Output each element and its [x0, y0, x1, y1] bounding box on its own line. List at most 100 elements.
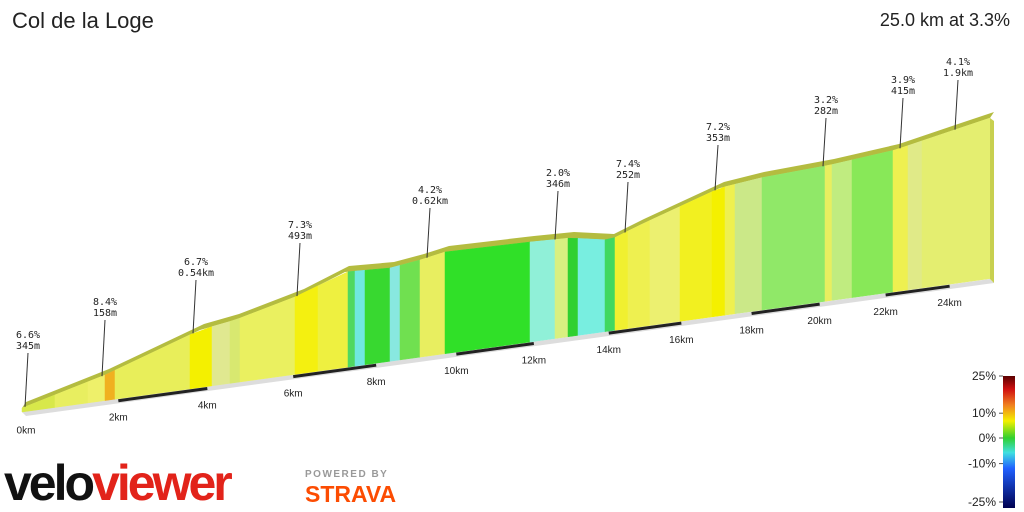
gradient-band	[892, 145, 909, 293]
powered-by: POWERED BY	[305, 469, 388, 480]
gradient-band	[761, 165, 826, 311]
gradient-band	[317, 271, 349, 372]
annotation-distance: 158m	[93, 308, 117, 319]
annotation-grade: 7.4%	[616, 159, 640, 170]
km-stripe	[751, 302, 820, 315]
gradient-band	[189, 326, 213, 390]
annotation-grade: 8.4%	[93, 297, 117, 308]
annotation-grade: 3.2%	[814, 95, 838, 106]
gradient-band	[529, 239, 556, 343]
annotation-leader	[554, 190, 559, 240]
x-tick-label: 14km	[597, 345, 621, 356]
annotation-leader	[296, 242, 301, 297]
gradient-band	[604, 237, 616, 332]
x-tick-label: 20km	[807, 316, 831, 327]
annotation-grade: 7.2%	[706, 122, 730, 133]
x-tick-label: 24km	[937, 298, 961, 309]
x-tick-label: 0km	[17, 425, 36, 436]
gradient-band	[399, 259, 421, 361]
annotation-distance: 346m	[546, 179, 570, 190]
gradient-band	[567, 237, 579, 338]
strava-logo: STRAVA	[305, 481, 396, 507]
x-tick-label: 16km	[669, 335, 693, 346]
x-tick-label: 8km	[367, 377, 386, 388]
logo-velo: velo	[4, 455, 94, 511]
km-stripe	[885, 284, 950, 297]
gradient-band	[114, 334, 191, 400]
color-scale-labels: 25% 10% 0% -10% -25%	[968, 369, 1003, 509]
annotation-leader	[101, 319, 106, 377]
x-tick-label: 22km	[873, 307, 897, 318]
x-tick-label: 18km	[739, 325, 763, 336]
scale-label: 25%	[972, 369, 996, 383]
km-stripe	[608, 321, 682, 335]
gradient-band	[851, 150, 894, 298]
x-tick-label: 6km	[284, 389, 303, 400]
annotation-leader	[714, 144, 719, 191]
km-stripe	[293, 363, 377, 379]
gradient-band	[554, 237, 569, 339]
annotation-grade: 6.7%	[184, 257, 208, 268]
gradient-band	[294, 285, 319, 375]
title: Col de la Loge	[12, 8, 154, 33]
gradient-band	[577, 238, 606, 336]
annotation-leader	[822, 117, 827, 167]
gradient-band	[419, 251, 446, 358]
x-tick-label: 12km	[522, 355, 546, 366]
km-stripe	[456, 341, 535, 356]
annotation-distance: 415m	[891, 86, 915, 97]
annotation-distance: 353m	[706, 133, 730, 144]
annotation-leader	[426, 207, 431, 258]
gradient-band	[229, 317, 241, 384]
gradient-band	[614, 230, 629, 331]
annotation-distance: 252m	[616, 170, 640, 181]
gradient-band	[921, 117, 991, 289]
gradient-band	[679, 191, 713, 322]
scale-label: 10%	[972, 406, 996, 420]
km-stripe	[118, 386, 208, 403]
gradient-band	[239, 296, 296, 383]
gradient-band	[389, 265, 401, 362]
gradient-band	[734, 177, 763, 315]
end-face	[990, 118, 994, 283]
x-axis: 0km 2km 4km 6km 8km 10km 12km 14km 16km 18km 20km 2…	[17, 284, 962, 436]
gradient-band	[711, 186, 726, 318]
annotation-leader	[192, 279, 197, 334]
annotation-distance: 345m	[16, 341, 40, 352]
gradient-band	[724, 183, 736, 316]
profile	[21, 112, 994, 416]
x-tick-label: 2km	[109, 413, 128, 424]
color-scale	[1003, 376, 1015, 508]
gradient-band	[824, 164, 833, 302]
logo-viewer: viewer	[92, 455, 232, 511]
logo: veloviewer	[4, 455, 232, 511]
gradient-band	[354, 269, 366, 367]
annotation-grade: 2.0%	[546, 168, 570, 179]
annotation-leader	[954, 79, 959, 130]
gradient-band	[444, 241, 531, 354]
gradient-band	[649, 206, 681, 326]
annotation-distance: 0.54km	[178, 268, 214, 279]
gradient-band	[104, 369, 116, 401]
x-tick-label: 10km	[444, 366, 468, 377]
annotation-leader	[24, 352, 29, 407]
gradient-band	[831, 159, 853, 301]
gradient-band	[907, 140, 923, 291]
annotation-distance: 0.62km	[412, 196, 448, 207]
annotation-grade: 6.6%	[16, 330, 40, 341]
annotation-distance: 1.9km	[943, 68, 973, 79]
gradient-band	[364, 267, 391, 366]
summary: 25.0 km at 3.3%	[880, 10, 1010, 30]
gradient-band	[627, 219, 651, 329]
annotation-leader	[624, 181, 629, 233]
scale-label: 0%	[979, 431, 997, 445]
gradient-band	[347, 270, 356, 368]
scale-label: -25%	[968, 495, 996, 509]
annotation-grade: 4.2%	[418, 185, 442, 196]
gradient-band	[211, 321, 231, 387]
scale-label: -10%	[968, 457, 996, 471]
annotation-distance: 282m	[814, 106, 838, 117]
annotation-grade: 3.9%	[891, 75, 915, 86]
annotation-distance: 493m	[288, 231, 312, 242]
